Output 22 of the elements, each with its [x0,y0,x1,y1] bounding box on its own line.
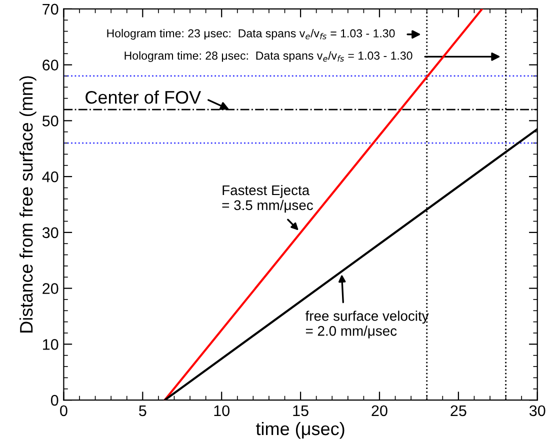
x-tick-label: 20 [372,405,388,416]
annotation: Center of FOV [86,90,202,104]
y-tick-label: 0 [50,394,58,406]
y-tick-label: 40 [42,171,58,182]
y-tick-label: 10 [43,339,58,350]
x-tick-label: 5 [139,405,146,416]
y-axis-title: Distance from free surface (mm) [19,76,36,332]
annotation: Hologram time: 23 μsec: Data spans v$_{e}$/v$_{fs}$ = 1.03 - 1.30 [107,28,395,40]
x-tick-label: 0 [60,405,68,416]
y-tick-label: 20 [42,283,58,294]
annotation: Fastest Ejecta = 3.5 mm/μsec [222,184,313,213]
x-axis-title: time (μsec) [256,422,344,439]
annotation: free surface velocity = 2.0 mm/μsec [305,310,429,338]
x-tick-label: 30 [529,405,546,416]
annotation: Hologram time: 28 μsec: Data spans v$_{e}$/v$_{fs}$ = 1.03 - 1.30 [124,51,412,62]
y-tick-label: 50 [42,116,58,126]
y-tick-label: 30 [42,227,58,238]
x-tick-label: 10 [214,405,230,416]
x-tick-label: 25 [450,405,466,416]
y-tick-label: 60 [42,60,58,70]
y-tick-label: 70 [42,4,58,15]
x-tick-label: 15 [293,405,308,416]
